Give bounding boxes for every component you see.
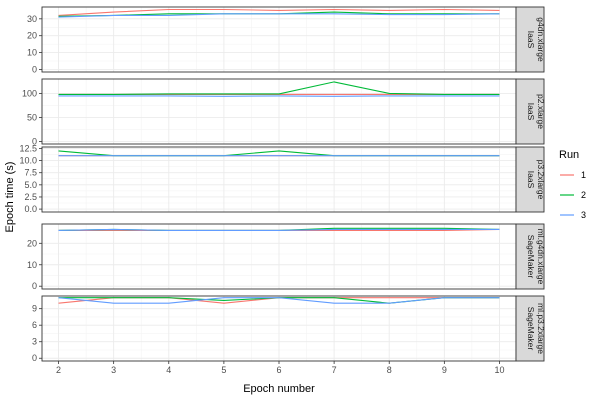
legend-title: Run (559, 149, 579, 161)
y-tick-label: 10 (27, 260, 37, 270)
legend-label-run-3: 3 (581, 210, 586, 220)
y-tick-label: 7.5 (24, 168, 37, 178)
facet-strip-label: SageMaker (526, 307, 536, 351)
y-tick-label: 0 (32, 137, 37, 147)
x-tick-label: 9 (442, 365, 447, 375)
series-line-run-1 (58, 8, 500, 16)
facet-strip-label: p3.2xlarge (536, 160, 546, 200)
y-tick-label: 6 (32, 320, 37, 330)
series-line-run-2 (58, 81, 500, 95)
y-tick-label: 0.0 (24, 204, 37, 214)
facet-strip-label: p2.xlarge (536, 94, 546, 129)
facet-strip-label: IaaS (526, 171, 536, 189)
facet-strip-label: IaaS (526, 31, 536, 49)
y-tick-label: 100 (22, 88, 37, 98)
x-tick-label: 7 (332, 365, 337, 375)
x-tick-label: 10 (494, 365, 504, 375)
y-tick-label: 20 (27, 238, 37, 248)
legend-label-run-1: 1 (581, 170, 586, 180)
x-tick-label: 2 (56, 365, 61, 375)
y-tick-label: 20 (27, 31, 37, 41)
y-tick-label: 0 (32, 64, 37, 74)
facet-strip-label: ml.g4dn.xlarge (536, 229, 546, 285)
x-tick-label: 5 (221, 365, 226, 375)
facet-strip-label: ml.p3.2xlarge (536, 303, 546, 354)
facet-strip (515, 223, 545, 290)
y-tick-label: 10.0 (19, 156, 37, 166)
x-tick-label: 4 (166, 365, 171, 375)
x-tick-label: 6 (276, 365, 281, 375)
facet-strip (515, 6, 545, 73)
y-tick-label: 30 (27, 14, 37, 24)
facet-strip-label: SageMaker (526, 235, 536, 279)
facet-strip (515, 295, 545, 362)
facet-strip (515, 146, 545, 213)
y-tick-label: 2.5 (24, 192, 37, 202)
facet-strip-label: g4dn.xlarge (536, 17, 546, 62)
y-axis-title: Epoch time (s) (4, 162, 16, 233)
facet-strip (515, 78, 545, 145)
series-line-run-3 (58, 13, 500, 18)
facet-strip-label: IaaS (526, 103, 536, 121)
series-line-run-3 (58, 297, 500, 304)
y-tick-label: 0 (32, 281, 37, 291)
y-tick-label: 9 (32, 304, 37, 314)
legend-label-run-2: 2 (581, 190, 586, 200)
y-tick-label: 50 (27, 113, 37, 123)
x-tick-label: 8 (387, 365, 392, 375)
x-tick-label: 3 (111, 365, 116, 375)
y-tick-label: 0 (32, 353, 37, 363)
y-tick-label: 10 (27, 48, 37, 58)
y-tick-label: 12.5 (19, 143, 37, 153)
x-axis-title: Epoch number (243, 383, 315, 395)
y-tick-label: 5.0 (24, 180, 37, 190)
y-tick-label: 3 (32, 337, 37, 347)
series-line-run-3 (58, 228, 500, 231)
